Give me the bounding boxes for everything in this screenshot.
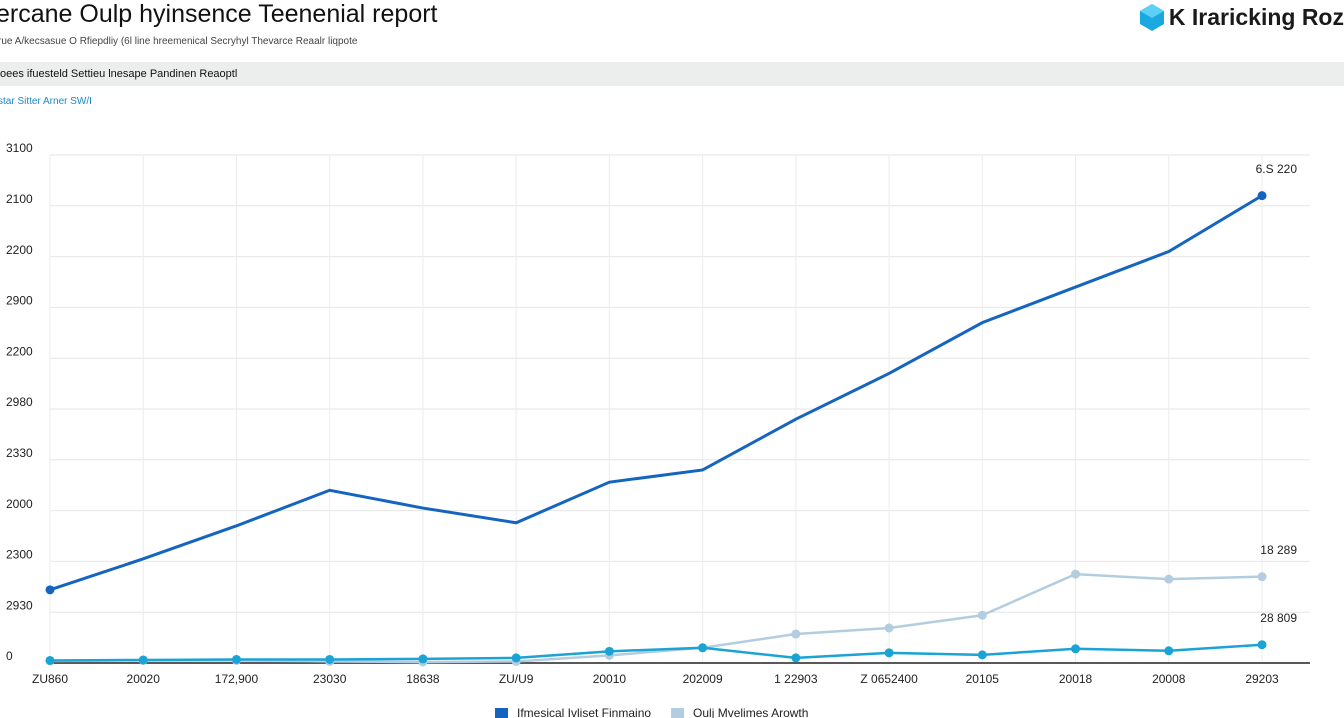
point [1071,644,1081,654]
point [418,654,428,664]
point [791,653,801,663]
point [231,654,241,664]
y-tick-label: 2200 [6,243,33,257]
x-tick-label: 20008 [1152,672,1186,686]
logo[interactable]: K Iraricking Roz [1137,2,1344,32]
header: ercane Oulp hyinsence Teenenial report r… [0,0,1344,60]
y-tick-label: 2330 [6,446,33,460]
x-tick-label: ZU/U9 [499,672,534,686]
end-label: 18 289 [1260,543,1297,557]
x-tick-label: Z 0652400 [860,672,918,686]
logo-icon [1139,4,1164,31]
x-tick-label: 1 22903 [774,672,818,686]
end-label: 6.S 220 [1256,162,1298,176]
point [511,653,521,663]
point [1071,569,1081,579]
point [1164,646,1174,656]
point [325,654,335,664]
point [1257,572,1267,582]
y-tick-label: 0 [6,649,13,663]
y-tick-label: 2300 [6,548,33,562]
subtitle: rue A/kecsasue O Rfiepdliy (6l line hree… [0,36,358,47]
point [698,643,708,653]
x-tick-label: 29203 [1245,672,1279,686]
section-title: oees ifuesteld Settieu lnesape Pandinen … [0,68,238,80]
legend-swatch [671,708,685,718]
x-tick-label: 20020 [127,672,161,686]
x-tick-label: 20018 [1059,672,1093,686]
y-tick-label: 3100 [6,141,33,155]
point [138,655,148,665]
point [45,585,55,595]
point [884,648,894,658]
title: ercane Oulp hyinsence Teenenial report [0,0,438,28]
x-tick-label: 23030 [313,672,347,686]
y-tick-label: 2900 [6,294,33,308]
y-tick-label: 2000 [6,497,33,511]
point [977,610,987,620]
y-tick-label: 2930 [6,598,33,612]
logo-text: K Iraricking Roz [1168,3,1344,30]
legend-label: Oulj Mvelimes Arowth [693,706,808,718]
series-line [49,643,1263,662]
point [977,650,987,660]
point [791,629,801,639]
legend-label: Ifmesical Ivliset Finmaino [517,706,651,718]
legend-swatch [495,708,508,718]
point [604,646,614,656]
x-tick-label: ZU860 [32,672,68,686]
x-tick-label: 202009 [683,672,723,686]
section-bar: oees ifuesteld Settieu lnesape Pandinen … [0,62,1344,86]
point [45,655,55,665]
y-tick-label: 2200 [6,344,33,358]
y-tick-label: 2980 [6,395,33,409]
point [1257,640,1267,650]
series-line [49,194,1263,592]
end-label: 28 809 [1260,611,1297,625]
x-tick-label: 20105 [966,672,1000,686]
y-tick-label: 2100 [6,192,33,206]
point [1164,574,1174,584]
point [1257,191,1267,201]
x-tick-label: 18638 [406,672,440,686]
x-tick-label: 172,900 [215,672,259,686]
point [884,623,894,633]
x-tick-label: 20010 [593,672,627,686]
chart-label: star Sitter Arner SW/I [0,96,92,107]
